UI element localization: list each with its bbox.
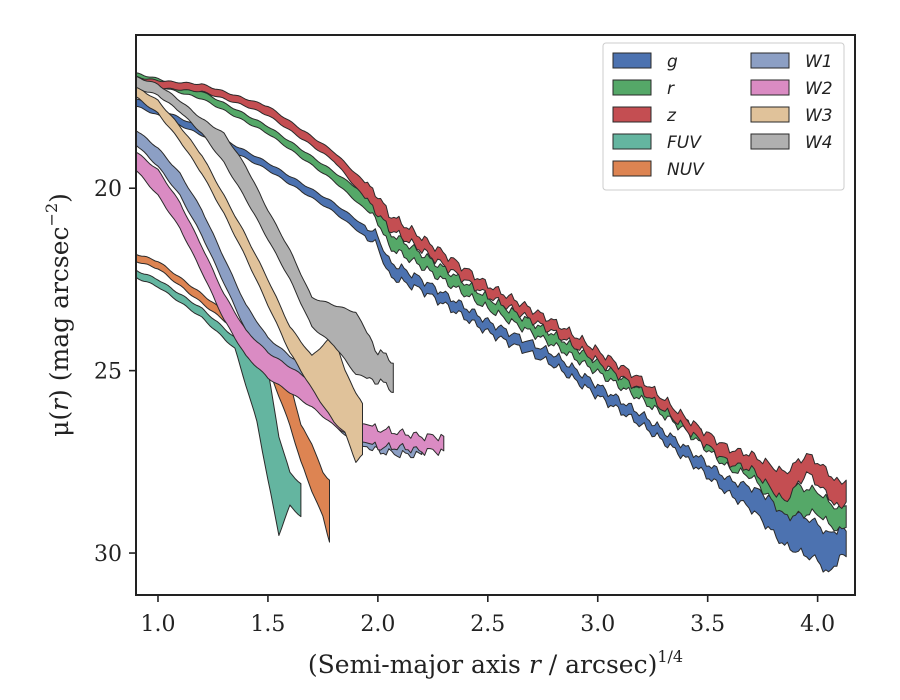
- x-tick-label: 3.0: [580, 612, 615, 637]
- series-band-w3: [136, 85, 363, 463]
- legend-label-r: r: [667, 79, 675, 99]
- series-band-w1: [136, 130, 423, 459]
- x-tick-label: 1.5: [250, 612, 285, 637]
- legend-label-g: g: [667, 52, 678, 72]
- legend-swatch-w1: [750, 52, 790, 69]
- series-band-z: [136, 75, 847, 509]
- series-band-g: [136, 98, 847, 573]
- y-axis-ticks: 20 25 30: [94, 177, 136, 567]
- legend-label-z: z: [666, 106, 677, 126]
- y-tick-label: 25: [94, 360, 122, 385]
- series-band-nuv: [136, 253, 330, 543]
- x-axis-label: (Semi-major axis r / arcsec)1/4: [308, 647, 683, 679]
- legend-swatch-w2: [750, 79, 790, 96]
- legend: grz FUV NUV W1 W2 W3 W4: [602, 42, 845, 191]
- legend-swatch-w3: [750, 106, 790, 123]
- x-tick-label: 3.5: [690, 612, 725, 637]
- series-band-fuv: [136, 269, 302, 536]
- plot-frame: [135, 34, 856, 596]
- legend-label-fuv: FUV: [667, 133, 702, 153]
- x-axis-ticks: 1.0 1.5 2.0 2.5 3.0 3.5 4.0: [140, 595, 835, 637]
- legend-label-w3: W3: [805, 106, 833, 126]
- legend-label-w1: W1: [805, 52, 833, 72]
- legend-swatch-g: [612, 52, 652, 69]
- series-band-w4: [136, 75, 394, 393]
- x-tick-label: 2.0: [360, 612, 395, 637]
- legend-swatch-fuv: [612, 133, 652, 150]
- legend-swatch-z: [612, 106, 652, 123]
- y-tick-label: 30: [94, 542, 122, 567]
- y-tick-label: 20: [94, 177, 122, 202]
- series-layer: [136, 72, 847, 573]
- y-axis-label: μ(r) (mag arcsec−2): [42, 193, 74, 437]
- legend-swatch-nuv: [612, 160, 652, 177]
- legend-swatch-w4: [750, 133, 790, 150]
- x-tick-label: 2.5: [470, 612, 505, 637]
- series-band-w2: [136, 151, 445, 456]
- x-tick-label: 1.0: [140, 612, 175, 637]
- legend-label-w4: W4: [805, 133, 833, 153]
- legend-label-nuv: NUV: [667, 160, 705, 180]
- legend-swatch-r: [612, 79, 652, 96]
- legend-label-w2: W2: [805, 79, 833, 99]
- x-tick-label: 4.0: [800, 612, 835, 637]
